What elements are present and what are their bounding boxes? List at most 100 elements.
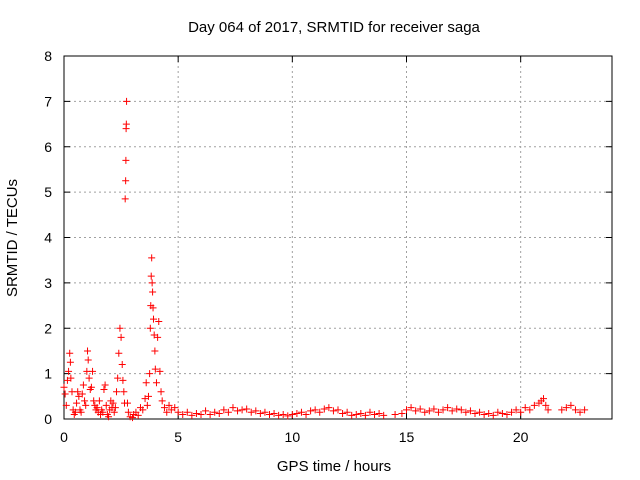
data-point (334, 406, 342, 414)
data-point (576, 408, 584, 416)
data-point (62, 401, 70, 409)
data-point (117, 333, 125, 341)
data-point (297, 408, 305, 416)
data-point (270, 410, 278, 418)
data-point (109, 399, 117, 407)
data-point (146, 324, 154, 332)
data-point (444, 404, 452, 412)
data-point (325, 404, 333, 412)
y-axis-ticks: 0 1 2 3 4 5 6 7 8 (44, 48, 612, 427)
data-point (238, 406, 246, 414)
data-point (122, 120, 130, 128)
data-point (149, 288, 157, 296)
data-point (158, 397, 166, 405)
data-point (81, 397, 89, 405)
x-tick-label: 0 (60, 429, 68, 445)
data-point (87, 383, 95, 391)
data-point (434, 408, 442, 416)
data-point (357, 410, 365, 418)
data-point (60, 383, 68, 391)
data-point (78, 390, 86, 398)
data-point (567, 401, 575, 409)
y-tick-label: 7 (44, 93, 52, 109)
x-tick-label: 15 (399, 429, 415, 445)
data-point (122, 177, 130, 185)
x-tick-label: 20 (513, 429, 529, 445)
data-point (329, 407, 337, 415)
x-axis-ticks: 0 5 10 15 20 (60, 56, 529, 445)
data-point (82, 401, 90, 409)
data-point (114, 374, 122, 382)
data-point (542, 401, 550, 409)
data-point (530, 401, 538, 409)
data-point (521, 404, 529, 412)
data-point (243, 405, 251, 413)
data-point (148, 254, 156, 262)
y-tick-label: 8 (44, 48, 52, 64)
data-point (121, 195, 129, 203)
data-point (85, 374, 93, 382)
data-point (430, 405, 438, 413)
data-point (471, 410, 479, 418)
data-point (540, 395, 547, 403)
data-point (188, 411, 196, 419)
data-point (375, 410, 383, 418)
data-point (197, 410, 205, 418)
data-point (256, 410, 264, 418)
data-point (485, 410, 493, 418)
data-point (84, 356, 92, 364)
data-point (113, 388, 121, 396)
data-point (179, 410, 187, 418)
data-point (101, 381, 109, 389)
data-point (206, 410, 214, 418)
data-point (453, 405, 461, 413)
data-point (151, 347, 159, 355)
data-point (111, 404, 119, 412)
data-point (202, 407, 210, 415)
data-point (302, 410, 310, 418)
x-axis-label: GPS time / hours (277, 458, 391, 475)
data-point (67, 374, 75, 382)
data-points (60, 97, 589, 422)
data-point (215, 410, 223, 418)
data-point (403, 406, 410, 414)
data-point (148, 279, 156, 287)
data-point (192, 410, 200, 418)
data-point (156, 367, 164, 375)
data-point (279, 410, 287, 418)
x-tick-label: 5 (174, 429, 182, 445)
data-point (307, 407, 315, 415)
y-tick-label: 1 (44, 366, 52, 382)
data-point (124, 408, 132, 416)
data-point (462, 408, 470, 416)
data-point (165, 401, 173, 409)
data-point (123, 97, 131, 105)
data-point (425, 407, 433, 415)
data-point (544, 406, 552, 414)
data-point (407, 404, 415, 412)
y-tick-label: 3 (44, 275, 52, 291)
data-point (120, 388, 128, 396)
data-point (100, 386, 108, 394)
data-point (261, 408, 269, 416)
data-point (503, 410, 511, 418)
data-point (361, 411, 369, 419)
data-point (122, 156, 130, 164)
data-point (457, 406, 465, 414)
data-point (146, 370, 154, 378)
data-point (151, 365, 159, 373)
data-point (66, 358, 74, 366)
data-point (562, 404, 570, 412)
data-point (275, 411, 283, 419)
data-point (284, 412, 292, 420)
data-point (517, 408, 525, 416)
data-point (480, 410, 488, 418)
data-point (163, 408, 171, 416)
data-point (466, 407, 474, 415)
data-point (93, 404, 101, 412)
data-point (118, 361, 126, 369)
data-point (421, 408, 429, 416)
data-point (247, 408, 255, 416)
data-point (316, 408, 324, 416)
